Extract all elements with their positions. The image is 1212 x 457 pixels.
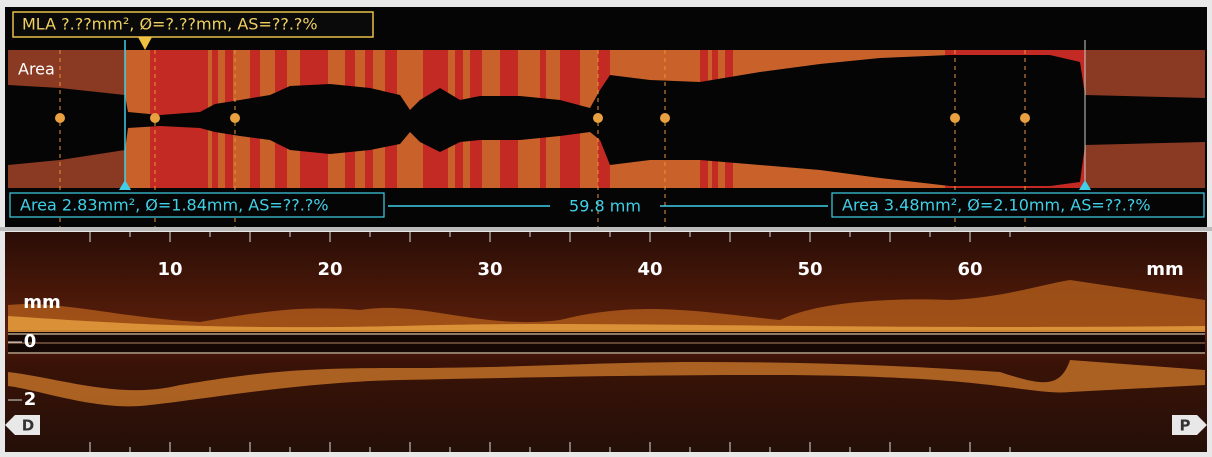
ruler-label: 50 xyxy=(797,259,822,280)
left-measure: Area 2.83mm², Ø=1.84mm, AS=??.?% xyxy=(20,196,329,215)
depth-unit: mm xyxy=(23,292,61,313)
marker-dot xyxy=(593,113,603,123)
marker-dot xyxy=(230,113,240,123)
marker-dot xyxy=(150,113,160,123)
marker-dot xyxy=(55,113,65,123)
ruler-unit: mm xyxy=(1146,259,1184,280)
marker-dot xyxy=(950,113,960,123)
panel-label: Area xyxy=(18,60,55,79)
marker-dot xyxy=(1020,113,1030,123)
depth-label: 2 xyxy=(24,389,37,410)
depth-label: 0 xyxy=(24,331,37,352)
mla-text: MLA ?.??mm², Ø=?.??mm, AS=??.?% xyxy=(22,15,318,34)
proximal-label: P xyxy=(1180,417,1191,435)
marker-dot xyxy=(660,113,670,123)
distal-label: D xyxy=(22,417,34,435)
divider xyxy=(0,227,1212,231)
right-measure: Area 3.48mm², Ø=2.10mm, AS=??.?% xyxy=(842,196,1151,215)
measure-length: 59.8 mm xyxy=(569,197,641,216)
oct-viewer: MLA ?.??mm², Ø=?.??mm, AS=??.?% Area Are… xyxy=(0,0,1212,457)
ruler-label: 20 xyxy=(317,259,342,280)
ruler-label: 60 xyxy=(957,259,982,280)
page: MLA ?.??mm², Ø=?.??mm, AS=??.?% Area Are… xyxy=(0,0,1212,457)
ruler-label: 30 xyxy=(477,259,502,280)
ruler-label: 10 xyxy=(157,259,182,280)
ruler-label: 40 xyxy=(637,259,662,280)
